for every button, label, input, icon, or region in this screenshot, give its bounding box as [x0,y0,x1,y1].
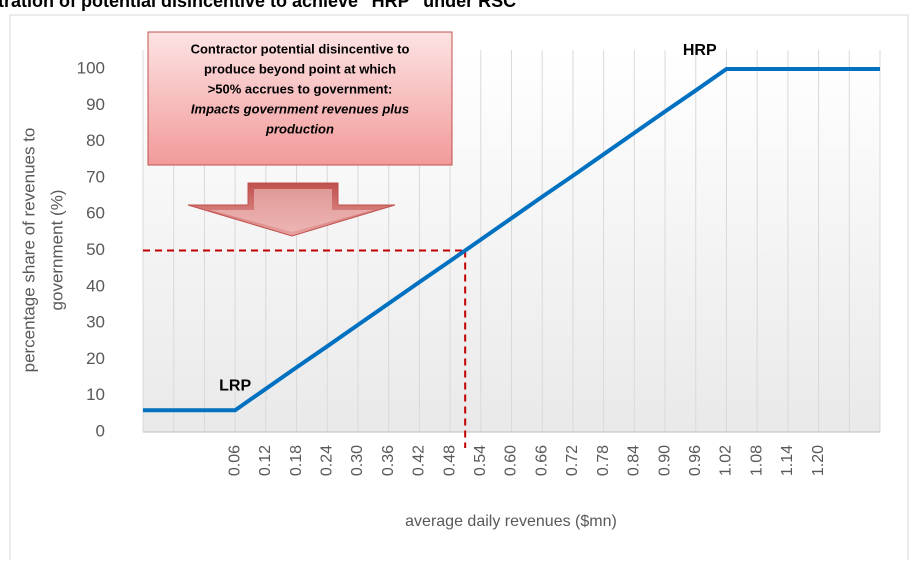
annotation: LRP [219,377,251,394]
callout-text: >50% accrues to government: [208,81,393,96]
x-tick-label: 0.54 [472,445,489,476]
x-tick-label: 0.06 [226,445,243,476]
callout-text: Contractor potential disincentive to [191,41,410,56]
x-tick-label: 0.36 [380,445,397,476]
y-tick-label: 30 [86,313,105,332]
y-axis-label: percentage share of revenues to [19,128,38,373]
x-tick-label: 0.96 [687,445,704,476]
data-line [143,67,880,413]
y-tick-label: 60 [86,204,105,223]
arrow-highlight [210,189,374,232]
y-tick-label: 70 [86,167,105,186]
x-tick-label: 1.20 [810,445,827,476]
y-tick-label: 10 [86,385,105,404]
y-tick-label: 0 [96,421,105,440]
x-tick-label: 0.42 [411,445,428,476]
annotation: HRP [683,42,717,59]
y-axis-label: government (%) [47,190,66,311]
x-tick-label: 1.08 [748,445,765,476]
y-tick-label: 90 [86,95,105,114]
callout: Contractor potential disincentive to prod… [191,41,410,136]
x-tick-label: 1.02 [718,445,735,476]
x-tick-label: 1.14 [779,445,796,476]
x-axis-label: average daily revenues ($mn) [405,513,617,530]
chart-title: Illustration of potential disincentive t… [0,0,516,11]
callout-box [147,31,453,166]
y-tick-label: 80 [86,131,105,150]
x-tick-label: 0.12 [257,445,274,476]
y-tick-label: 40 [86,276,105,295]
callout-text: produce beyond point at which [204,61,396,76]
x-tick-label: 0.48 [441,445,458,476]
x-tick-label: 0.78 [595,445,612,476]
x-tick-label: 0.66 [533,445,550,476]
x-tick-label: 0.84 [626,445,643,476]
x-tick-label: 0.60 [503,445,520,476]
x-tick-label: 0.24 [318,445,335,476]
callout-text: production [265,121,334,136]
x-tick-label: 0.18 [288,445,305,476]
y-tick-label: 20 [86,349,105,368]
y-tick-label: 100 [77,58,105,77]
y-tick-label: 50 [86,240,105,259]
x-tick-label: 0.30 [349,445,366,476]
x-tick-label: 0.90 [656,445,673,476]
callout-text: Impacts government revenues plus [191,101,409,116]
x-tick-label: 0.72 [564,445,581,476]
